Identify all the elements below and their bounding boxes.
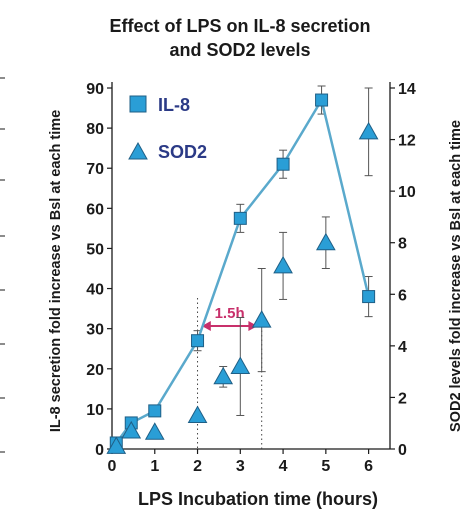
x-tick-label: 3: [236, 458, 245, 475]
sod2-point: [144, 422, 165, 440]
legend-label-il-8: IL-8: [158, 95, 190, 115]
il-8-point: [315, 93, 329, 107]
right-y-tick-label: 8: [398, 236, 407, 253]
il-8-point: [362, 290, 376, 304]
annotation-1-5h: 1.5h: [197, 298, 263, 449]
legend-sod2-triangle-icon: [128, 141, 148, 160]
x-tick-label: 4: [279, 458, 288, 475]
left-y-tick-label: 80: [86, 121, 104, 138]
right-y-tick-label: 10: [398, 184, 416, 201]
x-axis-title: LPS Incubation time (hours): [138, 489, 378, 509]
x-axis: 0 1 2 3 4 5 6: [108, 448, 390, 475]
right-y-tick-label: 4: [398, 339, 407, 356]
right-y-axis: 0 2 4 6 8 10 12 14: [389, 81, 416, 459]
il-8-point: [233, 211, 247, 225]
left-y-tick-label: 10: [86, 402, 104, 419]
right-y-tick-label: 12: [398, 133, 416, 150]
il-8-line: [115, 96, 370, 444]
sod2-point: [251, 310, 272, 328]
left-y-tick-label: 40: [86, 282, 104, 299]
left-y-tick-label: 0: [95, 442, 104, 459]
cropped-left-edge-ticks: [0, 77, 5, 453]
x-tick-label: 5: [321, 458, 330, 475]
sod2-point: [315, 232, 336, 251]
sod2-point: [230, 356, 251, 374]
sod2-point: [187, 405, 208, 423]
il-8-point: [191, 334, 205, 348]
sod2-point: [273, 255, 293, 274]
annotation-arrow-left-head: [201, 321, 211, 331]
x-tick-label: 2: [193, 458, 202, 475]
right-y-axis-title: SOD2 levels fold increase vs Bsl at each…: [448, 120, 464, 432]
sod2-point: [358, 121, 379, 140]
legend-il-8-square-icon: [129, 95, 147, 113]
sod2-point: [106, 436, 127, 454]
legend: IL-8 SOD2: [128, 95, 207, 162]
left-y-tick-label: 50: [86, 241, 104, 258]
x-tick-label: 6: [364, 458, 373, 475]
right-y-tick-label: 0: [398, 442, 407, 459]
chart-title-line-1: Effect of LPS on IL-8 secretion: [109, 16, 370, 36]
legend-label-sod2: SOD2: [158, 142, 207, 162]
left-y-axis-title: IL-8 secretion fold increase vs Bsl at e…: [48, 110, 64, 432]
left-y-tick-label: 60: [86, 201, 104, 218]
left-y-tick-label: 20: [86, 362, 104, 379]
series-sod2: [106, 87, 379, 454]
right-y-tick-label: 2: [398, 390, 407, 407]
il-8-point: [276, 157, 290, 171]
il-8-point: [148, 404, 162, 418]
sod2-point: [213, 366, 234, 385]
right-y-tick-label: 6: [398, 287, 407, 304]
left-y-tick-label: 90: [86, 81, 104, 98]
x-tick-label: 1: [150, 458, 159, 475]
right-y-tick-label: 14: [398, 81, 416, 98]
series-il-8: [109, 85, 376, 450]
left-y-tick-label: 30: [86, 322, 104, 339]
left-y-axis: 0 10 20 30 40 50 60 70 80 90: [86, 81, 113, 459]
left-y-tick-label: 70: [86, 161, 104, 178]
sod2-point: [121, 420, 142, 439]
x-tick-label: 0: [108, 458, 117, 475]
chart-title-line-2: and SOD2 levels: [169, 40, 310, 60]
